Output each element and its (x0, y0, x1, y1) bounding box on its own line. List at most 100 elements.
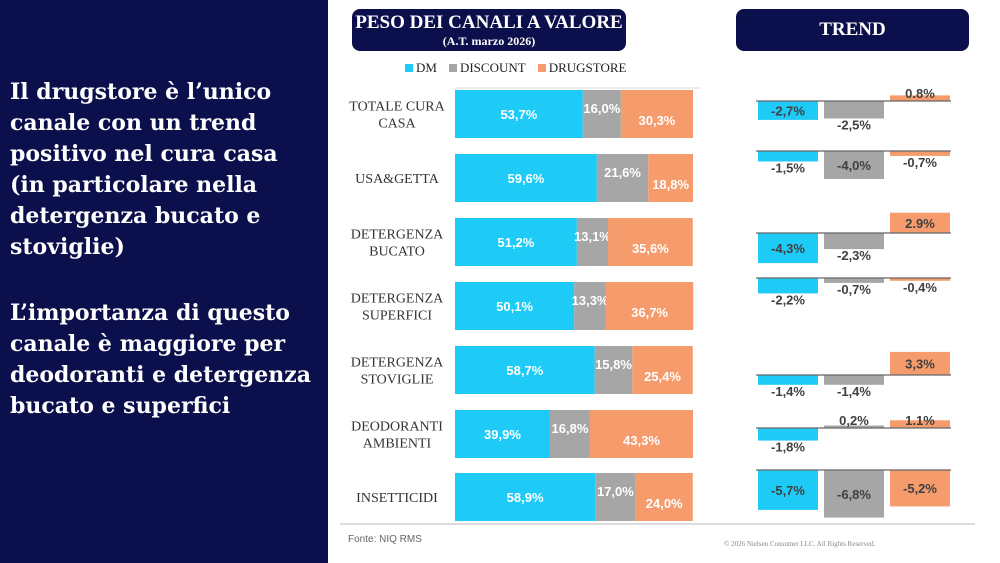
legend-swatch (537, 64, 546, 72)
bar-label: 43,3% (623, 433, 660, 448)
bar-discount (576, 218, 609, 266)
trend-label: -1,5% (771, 161, 805, 176)
bar-label: 58,7% (506, 363, 543, 378)
trend-label: 0.8% (905, 86, 935, 101)
weight-subtitle: (A.T. marzo 2026) (442, 34, 536, 48)
trend-bar-discount (824, 470, 884, 518)
bar-drugstore (648, 154, 693, 202)
category-label: DETERGENZA (351, 356, 444, 371)
bar-label: 21,6% (604, 165, 641, 180)
bar-label: 24,0% (646, 496, 683, 511)
trend-header: TREND (736, 9, 969, 51)
bar-dm (455, 154, 597, 202)
trend-bar-drugstore (890, 212, 950, 233)
bar-label: 51,2% (497, 235, 534, 250)
category-label: USA&GETTA (355, 172, 440, 187)
category-label: DEODORANTI (351, 420, 443, 435)
weight-header: PESO DEI CANALI A VALORE (A.T. marzo 202… (352, 9, 626, 51)
trend-bar-drugstore (890, 420, 950, 428)
bar-label: 35,6% (632, 241, 669, 256)
bar-label: 50,1% (496, 299, 533, 314)
legend-item-drugstore: DRUGSTORE (537, 60, 627, 76)
bar-drugstore (589, 410, 693, 458)
bar-drugstore (605, 282, 694, 330)
category-label: SUPERFICI (362, 309, 432, 324)
category-label: CASA (378, 117, 416, 132)
key-message-1: Il drugstore è l’unico canale con un tre… (10, 79, 278, 260)
trend-bar-discount (824, 278, 884, 283)
left-panel: Il drugstore è l’unico canale con un tre… (0, 0, 328, 563)
trend-bar-dm (758, 428, 818, 441)
bar-label: 16,8% (552, 421, 589, 436)
trend-bar-discount (824, 101, 884, 119)
category-label: TOTALE CURA (349, 100, 445, 115)
trend-label: -2,2% (771, 292, 805, 307)
bar-label: 39,9% (484, 427, 521, 442)
trend-bar-discount (824, 151, 884, 179)
trend-bar-dm (758, 233, 818, 264)
trend-bar-dm (758, 470, 818, 510)
trend-label: -2,5% (837, 118, 871, 133)
bar-discount (582, 90, 621, 138)
trend-bar-discount (824, 233, 884, 250)
trend-bar-dm (758, 375, 818, 385)
bar-label: 25,4% (644, 369, 681, 384)
bar-label: 58,9% (507, 490, 544, 505)
legend: DM DISCOUNT DRUGSTORE (405, 60, 626, 76)
bar-drugstore (608, 218, 693, 266)
trend-label: -5,7% (771, 483, 805, 498)
bar-discount (596, 154, 649, 202)
trend-bar-drugstore (890, 95, 950, 101)
trend-label: -2,3% (837, 248, 871, 263)
trend-bar-drugstore (890, 278, 950, 281)
trend-label: -0,7% (903, 155, 937, 170)
legend-label: DRUGSTORE (548, 60, 627, 75)
legend-item-dm: DM (405, 60, 437, 76)
bar-discount (595, 473, 636, 521)
bar-discount (594, 346, 633, 394)
key-message-2: L’importanza di questo canale è maggiore… (10, 300, 312, 419)
trend-bar-dm (758, 278, 818, 294)
trend-bar-drugstore (890, 470, 950, 507)
legend-label: DM (416, 60, 437, 75)
bar-drugstore (632, 346, 693, 394)
bar-label: 18,8% (652, 177, 689, 192)
bar-label: 30,3% (639, 113, 676, 128)
trend-bar-drugstore (890, 351, 950, 375)
bar-drugstore (620, 90, 693, 138)
trend-bar-dm (758, 151, 818, 162)
bar-label: 36,7% (631, 305, 668, 320)
category-label: DETERGENZA (351, 292, 444, 307)
bar-discount (549, 410, 590, 458)
trend-label: -0,7% (837, 282, 871, 297)
trend-label: -0,4% (903, 280, 937, 295)
trend-bar-discount (824, 425, 884, 428)
bar-dm (455, 473, 596, 521)
category-label: STOVIGLIE (361, 373, 434, 388)
trend-label: -2,7% (771, 103, 805, 118)
category-label: DETERGENZA (351, 228, 444, 243)
bar-label: 17,0% (597, 484, 634, 499)
trend-label: -4,0% (837, 158, 871, 173)
trend-label: 1.1% (905, 413, 935, 428)
legend-label: DISCOUNT (459, 60, 526, 75)
bar-dm (455, 282, 575, 330)
trend-label: -1,4% (837, 384, 871, 399)
bar-label: 15,8% (595, 357, 632, 372)
trend-label: -4,3% (771, 241, 805, 256)
source-note: Fonte: NIQ RMS (348, 534, 422, 545)
trend-bar-discount (824, 375, 884, 385)
weight-title: PESO DEI CANALI A VALORE (355, 12, 623, 33)
trend-bar-drugstore (890, 151, 950, 156)
copyright: © 2026 Nielsen Consumer LLC. All Rights … (724, 540, 876, 548)
trend-label: -5,2% (903, 481, 937, 496)
category-label: AMBIENTI (363, 437, 432, 452)
bar-label: 16,0% (583, 101, 620, 116)
legend-item-discount: DISCOUNT (448, 60, 526, 76)
legend-swatch (448, 64, 457, 72)
trend-label: 2.9% (905, 216, 935, 231)
bar-dm (455, 346, 595, 394)
trend-label: -1,4% (771, 384, 805, 399)
trend-label: -6,8% (837, 487, 871, 502)
